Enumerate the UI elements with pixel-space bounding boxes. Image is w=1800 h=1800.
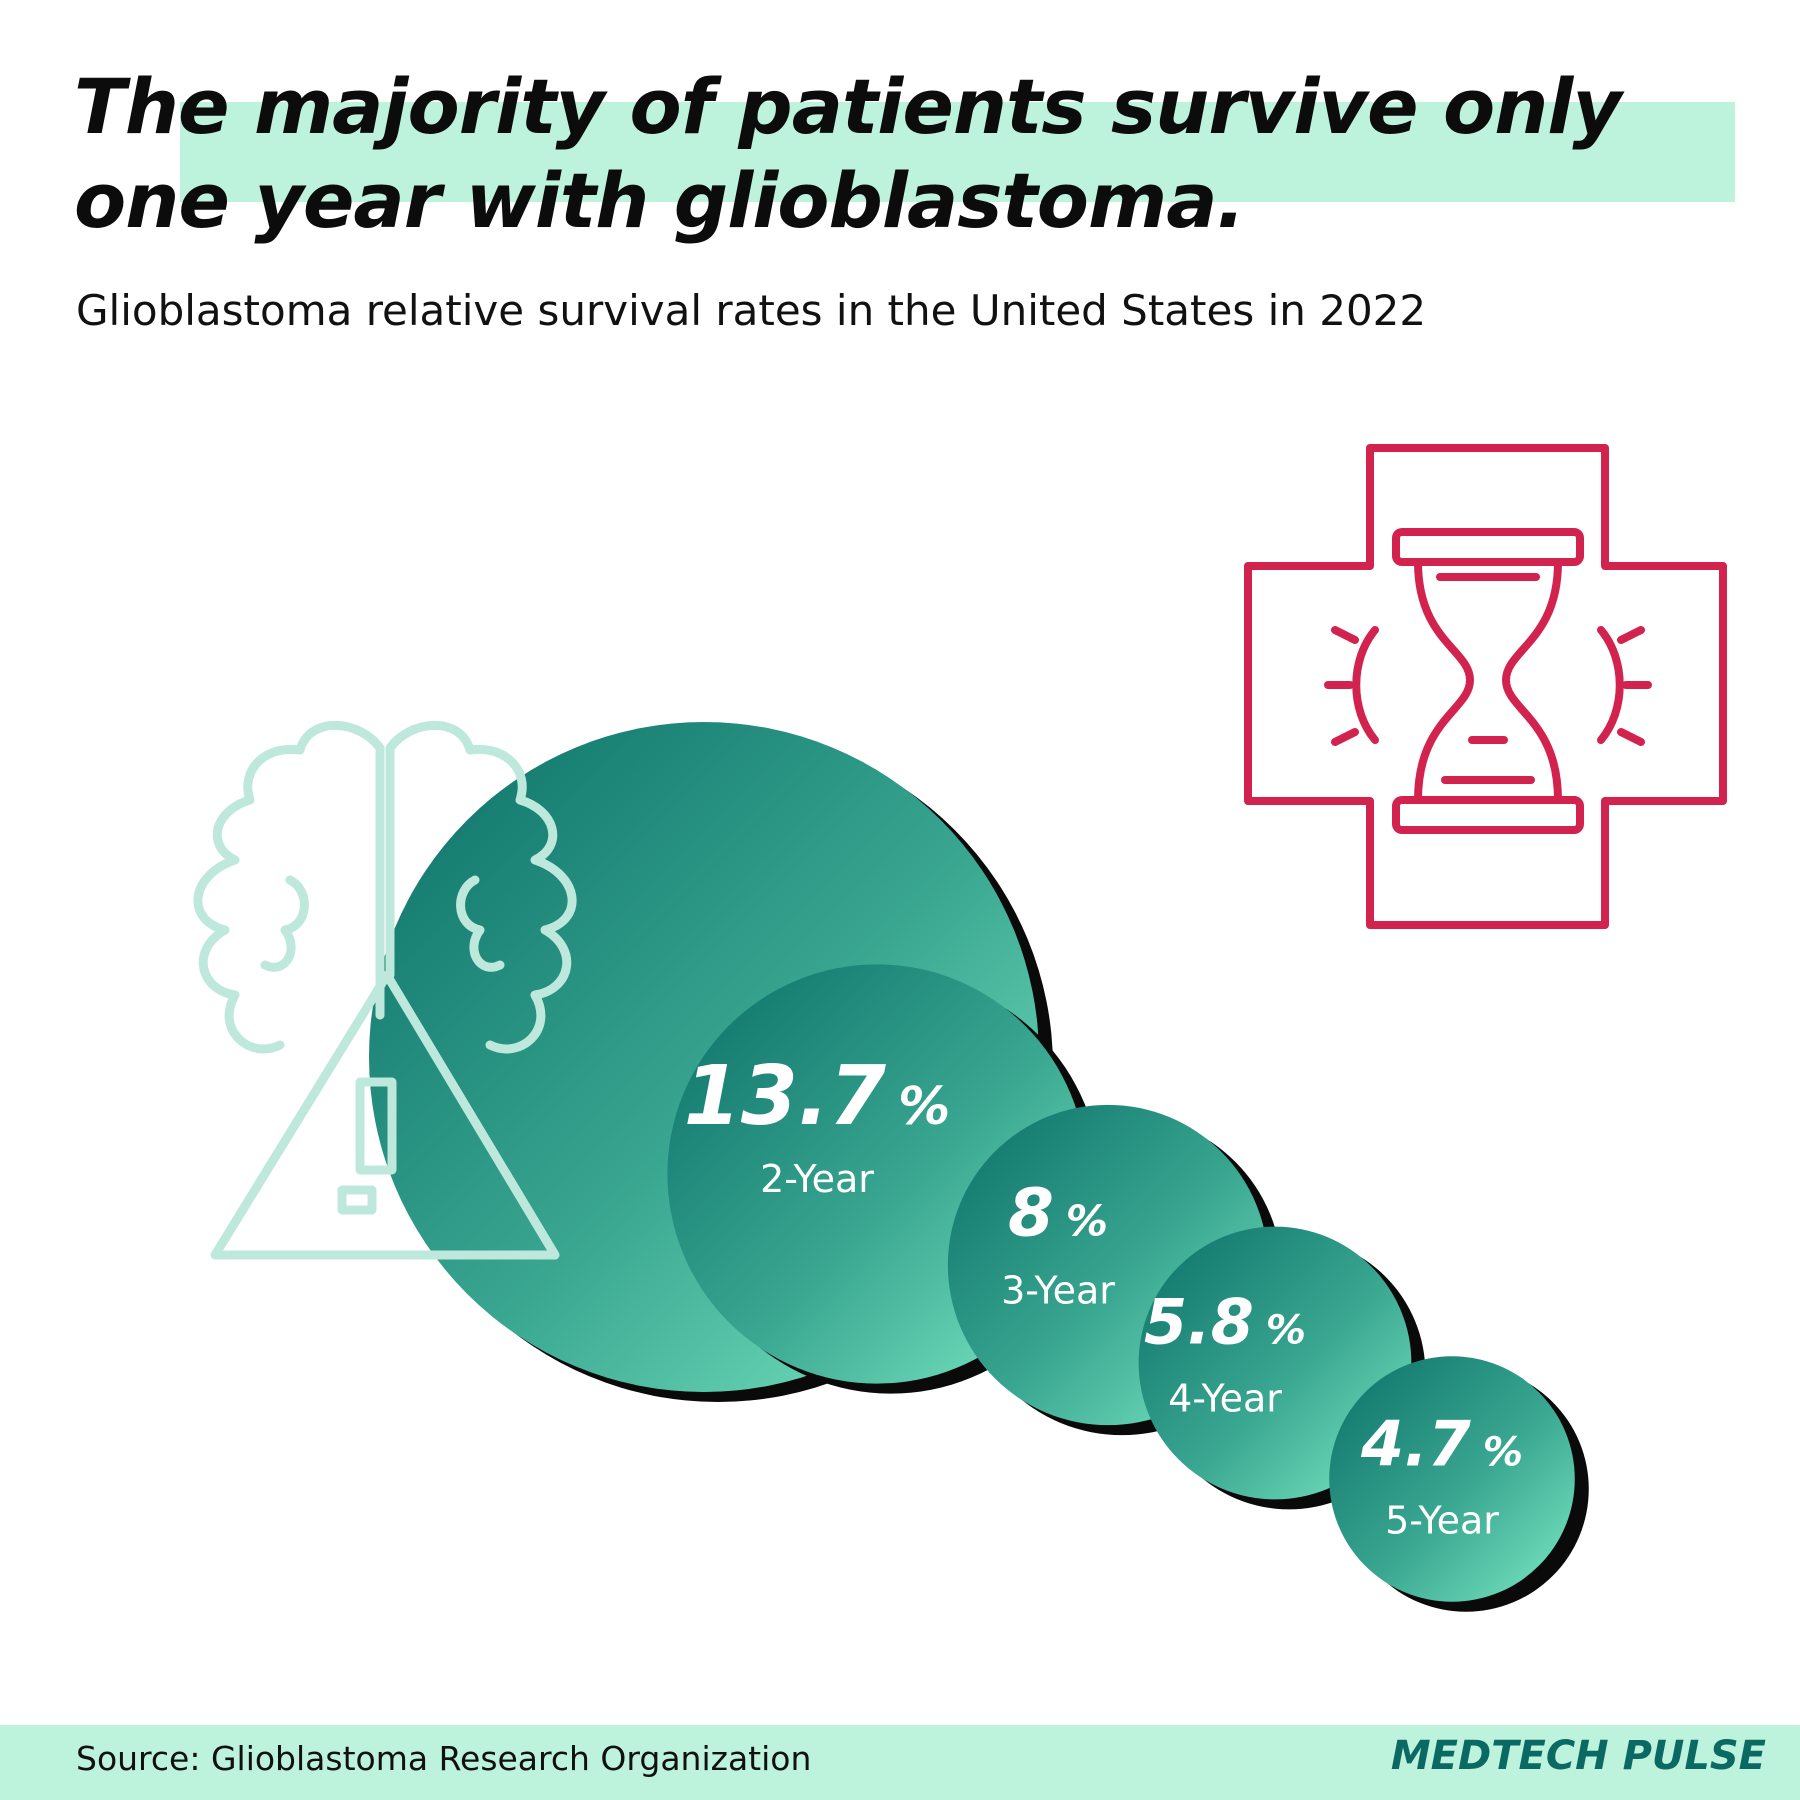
category-label: 1-Year: [584, 684, 704, 730]
category-label: 2-Year: [760, 1157, 874, 1201]
data-label: 35%: [494, 511, 793, 674]
brand-logo: MEDTECH PULSE: [1390, 1733, 1766, 1779]
page-title: The majority of patients survive only on…: [74, 62, 1622, 245]
bubble-5-year: 4.7 % 5-Year: [1329, 1356, 1589, 1612]
bubble-mark: [1329, 1356, 1575, 1602]
data-label: 8%: [1008, 1175, 1108, 1252]
category-label: 4-Year: [1168, 1377, 1282, 1421]
source-note: Source: Glioblastoma Research Organizati…: [76, 1739, 812, 1778]
chart-subtitle: Glioblastoma relative survival rates in …: [76, 286, 1427, 335]
brain-warning-icon: [193, 444, 1727, 1260]
data-label: 5.8%: [1144, 1286, 1306, 1359]
title-highlight-band: [180, 102, 1735, 202]
category-label: 5-Year: [1385, 1498, 1499, 1542]
data-label: 4.7%: [1360, 1407, 1523, 1480]
footer-bar: Source: Glioblastoma Research Organizati…: [0, 1725, 1800, 1800]
category-label: 3-Year: [1001, 1269, 1115, 1313]
data-label: 13.7%: [684, 1049, 950, 1144]
